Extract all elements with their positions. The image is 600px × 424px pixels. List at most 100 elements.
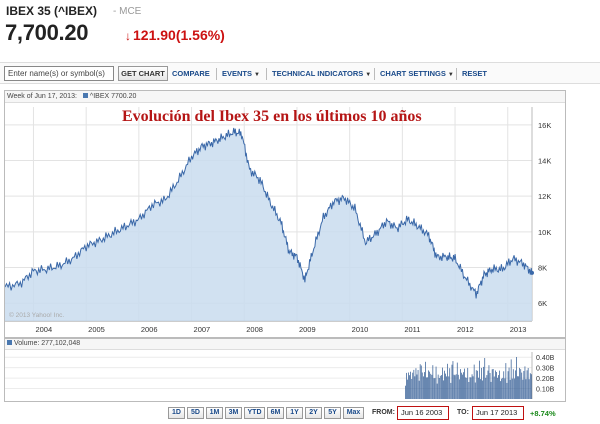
y-tick-label: 10K <box>538 228 551 237</box>
volume-bar <box>499 370 500 399</box>
volume-bar <box>413 369 415 399</box>
volume-bar <box>530 374 532 399</box>
volume-bar <box>449 368 451 399</box>
volume-bar <box>518 376 519 399</box>
range-button-5d[interactable]: 5D <box>187 407 204 419</box>
volume-bar <box>480 379 481 399</box>
volume-bar <box>409 375 410 399</box>
volume-bar <box>472 376 474 399</box>
x-tick-label: 2008 <box>246 325 263 334</box>
volume-bar <box>468 382 470 399</box>
get-chart-button[interactable]: GET CHART <box>118 66 168 81</box>
reset-link[interactable]: RESET <box>462 69 488 78</box>
volume-bar <box>501 378 502 399</box>
volume-bar <box>500 381 501 399</box>
volume-bar <box>429 371 430 399</box>
volume-bar <box>455 374 457 399</box>
volume-bar <box>474 382 476 399</box>
range-button-3m[interactable]: 3M <box>225 407 242 419</box>
chart-info-bar: Week of Jun 17, 2013: ^IBEX 7700.20 <box>5 91 565 103</box>
range-button-5y[interactable]: 5Y <box>324 407 341 419</box>
volume-bar <box>406 372 407 399</box>
volume-bar <box>492 369 494 399</box>
overlay-title: Evolución del Ibex 35 en los últimos 10 … <box>122 108 422 125</box>
volume-bar <box>511 378 513 399</box>
volume-bar <box>444 370 445 399</box>
price-chart-panel[interactable]: Week of Jun 17, 2013: ^IBEX 7700.20 6K 8K 1… <box>4 90 566 338</box>
volume-bar <box>405 385 406 399</box>
range-button-ytd[interactable]: YTD <box>244 407 265 419</box>
compare-link[interactable]: COMPARE <box>172 69 210 78</box>
volume-bar <box>470 377 472 399</box>
volume-bar <box>456 362 458 399</box>
volume-bar <box>467 367 469 399</box>
range-button-1d[interactable]: 1D <box>168 407 185 419</box>
technical-indicators-menu[interactable]: TECHNICAL INDICATORS ▼ <box>272 69 371 78</box>
volume-bar <box>417 370 419 399</box>
price-area-fill <box>5 127 532 322</box>
events-label: EVENTS <box>222 69 253 78</box>
to-date-input[interactable]: Jun 17 2013 <box>472 406 524 420</box>
volume-bar <box>433 378 435 399</box>
volume-y-tick-label: 0.10B <box>536 387 555 394</box>
volume-bar <box>426 377 427 399</box>
volume-bar <box>483 366 484 399</box>
x-tick-label: 2009 <box>299 325 316 334</box>
volume-bar <box>454 375 456 399</box>
chart-settings-menu[interactable]: CHART SETTINGS ▼ <box>380 69 454 78</box>
volume-bar <box>408 372 409 399</box>
quote-header: IBEX 35 (^IBEX) - MCE 7,700.20 ↓ 121.90(1… <box>0 0 600 58</box>
volume-bar <box>435 366 437 399</box>
range-button-2y[interactable]: 2Y <box>305 407 322 419</box>
ticker-title: IBEX 35 (^IBEX) <box>6 4 98 18</box>
volume-bar <box>423 376 424 399</box>
volume-bar <box>514 378 515 399</box>
range-button-1y[interactable]: 1Y <box>286 407 303 419</box>
volume-bar <box>424 372 425 399</box>
volume-bar <box>502 377 504 399</box>
volume-bar <box>493 376 495 399</box>
volume-bar <box>522 379 524 399</box>
x-tick-label: 2012 <box>457 325 474 334</box>
volume-bar <box>418 380 420 399</box>
volume-panel: Volume: 277,102,048 0.10B 0.20B 0.30B 0.40B <box>4 338 566 402</box>
volume-bar <box>425 361 426 399</box>
range-button-1m[interactable]: 1M <box>206 407 223 419</box>
range-button-max[interactable]: Max <box>343 407 364 419</box>
x-tick-label: 2010 <box>352 325 369 334</box>
volume-bar <box>442 367 443 399</box>
volume-bar <box>410 371 411 399</box>
volume-bar <box>505 363 507 399</box>
x-tick-label: 2013 <box>510 325 527 334</box>
volume-bar <box>460 369 461 399</box>
volume-bar <box>519 367 520 399</box>
volume-bar <box>512 369 514 399</box>
volume-bar <box>525 379 527 399</box>
symbol-search-input[interactable] <box>4 66 114 81</box>
volume-bar <box>420 365 422 399</box>
volume-bar <box>481 367 482 399</box>
volume-bar <box>517 376 518 399</box>
price-change: ↓ 121.90(1.56%) <box>125 27 225 43</box>
toolbar-divider <box>266 68 267 80</box>
info-series: ^IBEX 7700.20 <box>89 93 137 100</box>
volume-bar <box>479 360 480 399</box>
range-button-6m[interactable]: 6M <box>267 407 284 419</box>
price-chart[interactable]: 6K 8K 10K 12K 14K 16K 2004 2005 2006 2007 2008 2009… <box>5 103 565 337</box>
volume-bar <box>489 373 491 399</box>
last-price: 7,700.20 <box>5 20 89 45</box>
volume-bar <box>412 372 414 399</box>
price-line[interactable] <box>5 127 533 299</box>
volume-bar <box>421 372 423 399</box>
from-date-input[interactable]: Jun 16 2003 <box>397 406 449 420</box>
volume-bar <box>445 373 446 399</box>
volume-bar <box>434 378 436 399</box>
volume-bar <box>498 375 499 399</box>
events-menu[interactable]: EVENTS ▼ <box>222 69 260 78</box>
x-tick-label: 2011 <box>404 325 420 334</box>
range-change-percent: +8.74% <box>530 409 556 418</box>
toolbar-divider <box>374 68 375 80</box>
x-tick-label: 2005 <box>88 325 105 334</box>
volume-bar <box>509 379 511 399</box>
x-tick-label: 2004 <box>35 325 52 334</box>
